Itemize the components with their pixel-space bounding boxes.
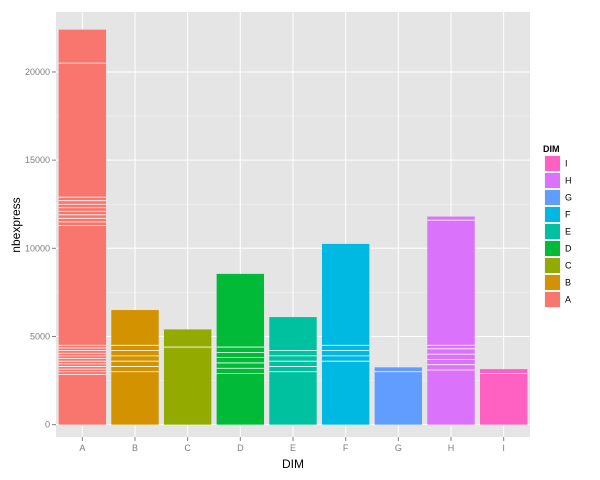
bar-C <box>163 329 212 425</box>
x-tick-label-G: G <box>395 443 402 453</box>
legend-key-G <box>545 190 560 205</box>
y-tick-label: 10000 <box>25 243 50 253</box>
legend-key-C <box>545 258 560 273</box>
bar-H <box>427 216 475 425</box>
legend-label-I: I <box>565 159 568 169</box>
y-tick-label: 5000 <box>30 331 50 341</box>
bar-G <box>374 367 423 425</box>
legend-label-A: A <box>565 295 571 305</box>
bar-A <box>58 29 107 425</box>
y-tick-label: 0 <box>45 420 50 430</box>
x-tick-label-I: I <box>502 443 505 453</box>
x-tick-label-A: A <box>79 443 85 453</box>
legend-key-A <box>545 292 560 307</box>
bar-F <box>321 243 370 425</box>
legend-label-E: E <box>565 227 571 237</box>
legend-label-B: B <box>565 278 571 288</box>
y-tick-label: 20000 <box>25 67 50 77</box>
legend-key-F <box>545 207 560 222</box>
bar-D <box>216 273 265 425</box>
legend-label-F: F <box>565 210 571 220</box>
x-tick-label-B: B <box>132 443 138 453</box>
legend-key-H <box>545 173 560 188</box>
legend-label-G: G <box>565 193 572 203</box>
x-tick-label-D: D <box>237 443 244 453</box>
y-axis-ticks: 0 5000 10000 15000 20000 <box>25 67 56 430</box>
legend-key-E <box>545 224 560 239</box>
legend-label-D: D <box>565 244 572 254</box>
x-tick-label-C: C <box>184 443 191 453</box>
x-axis-title: DIM <box>282 457 304 471</box>
x-tick-label-F: F <box>343 443 349 453</box>
bar-I <box>479 369 528 425</box>
y-tick-label: 15000 <box>25 155 50 165</box>
legend-key-B <box>545 275 560 290</box>
bar-E <box>269 317 317 425</box>
y-axis-title: nbexpress <box>9 197 23 252</box>
legend-key-D <box>545 241 560 256</box>
bars <box>58 29 528 425</box>
bar-B <box>111 310 159 425</box>
legend-title: DIM <box>543 144 560 154</box>
legend-label-C: C <box>565 261 572 271</box>
x-tick-label-E: E <box>290 443 296 453</box>
x-axis-ticks: A B C D E F G H I <box>79 437 505 453</box>
x-tick-label-H: H <box>448 443 455 453</box>
legend-label-H: H <box>565 176 572 186</box>
legend-key-I <box>545 156 560 171</box>
